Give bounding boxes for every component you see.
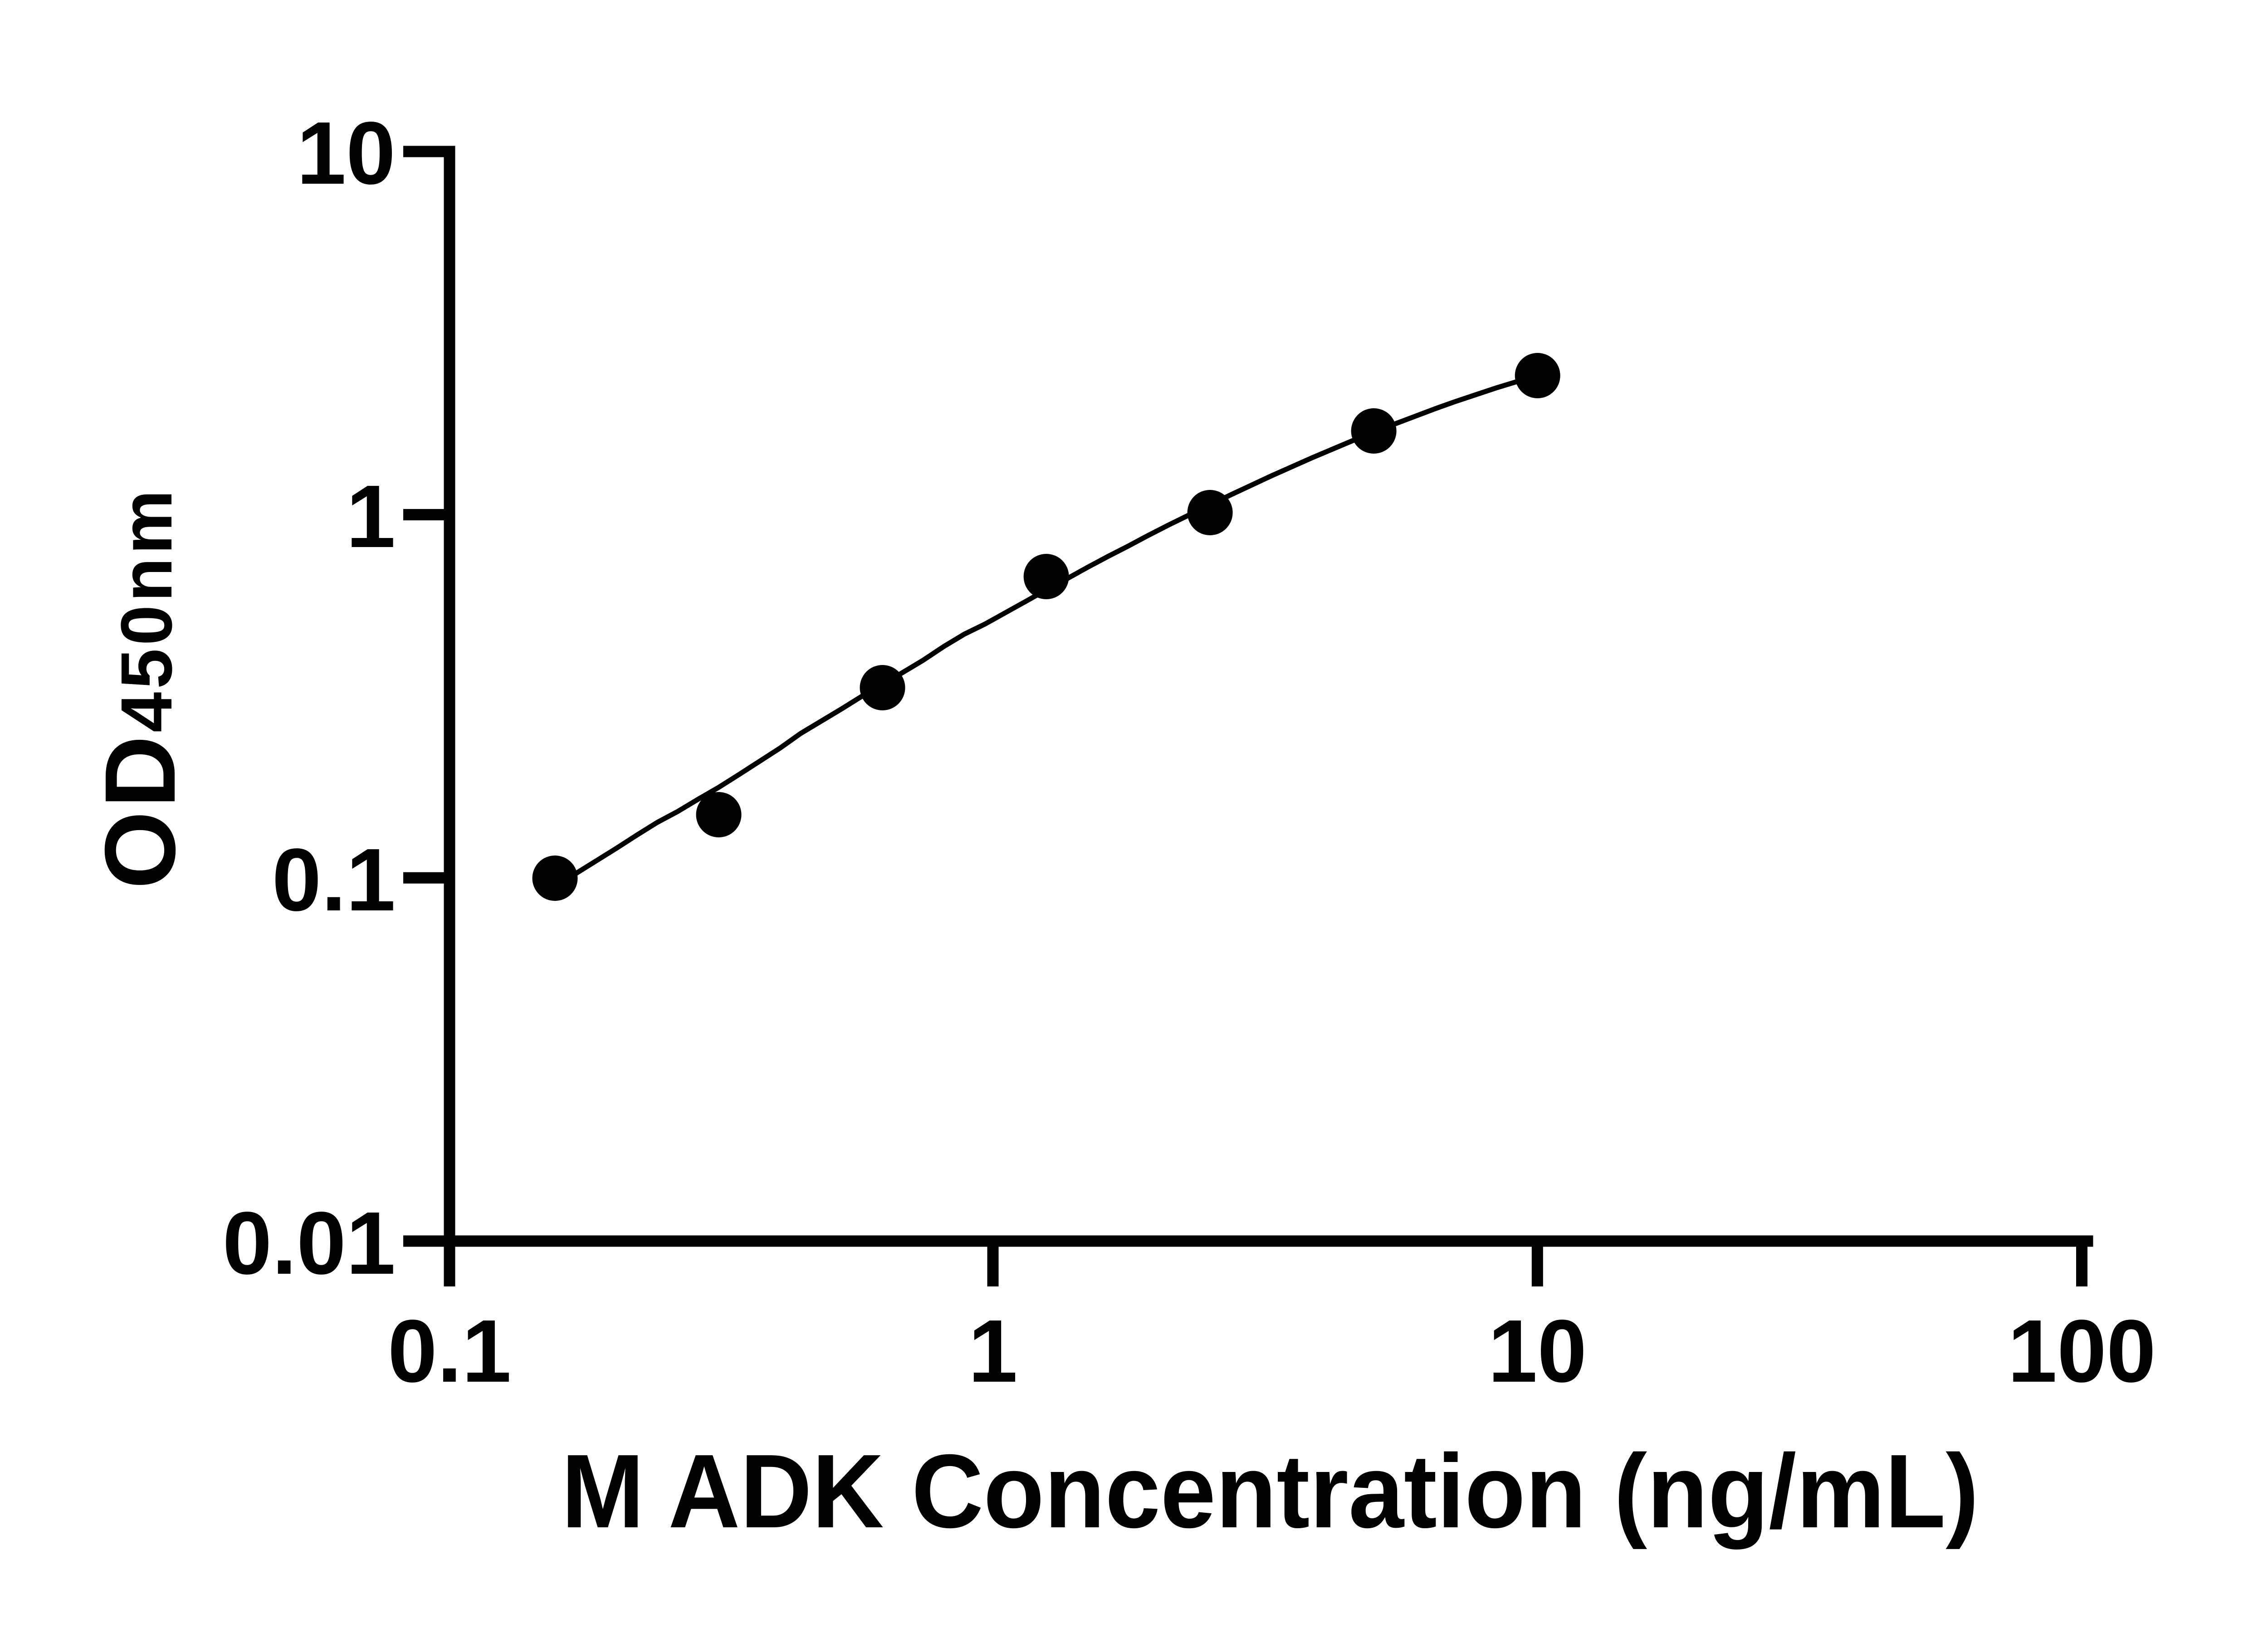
svg-text:0.1: 0.1 xyxy=(388,1301,511,1401)
svg-text:1: 1 xyxy=(968,1301,1017,1401)
svg-text:10: 10 xyxy=(297,103,396,203)
svg-text:0.01: 0.01 xyxy=(223,1193,396,1293)
svg-text:10: 10 xyxy=(1488,1301,1587,1401)
svg-text:OD450nm: OD450nm xyxy=(84,490,196,889)
svg-text:M ADK Concentration (ng/mL): M ADK Concentration (ng/mL) xyxy=(562,1433,1979,1550)
svg-text:1: 1 xyxy=(346,467,396,566)
svg-text:0.1: 0.1 xyxy=(272,830,396,929)
svg-text:100: 100 xyxy=(2008,1301,2156,1401)
